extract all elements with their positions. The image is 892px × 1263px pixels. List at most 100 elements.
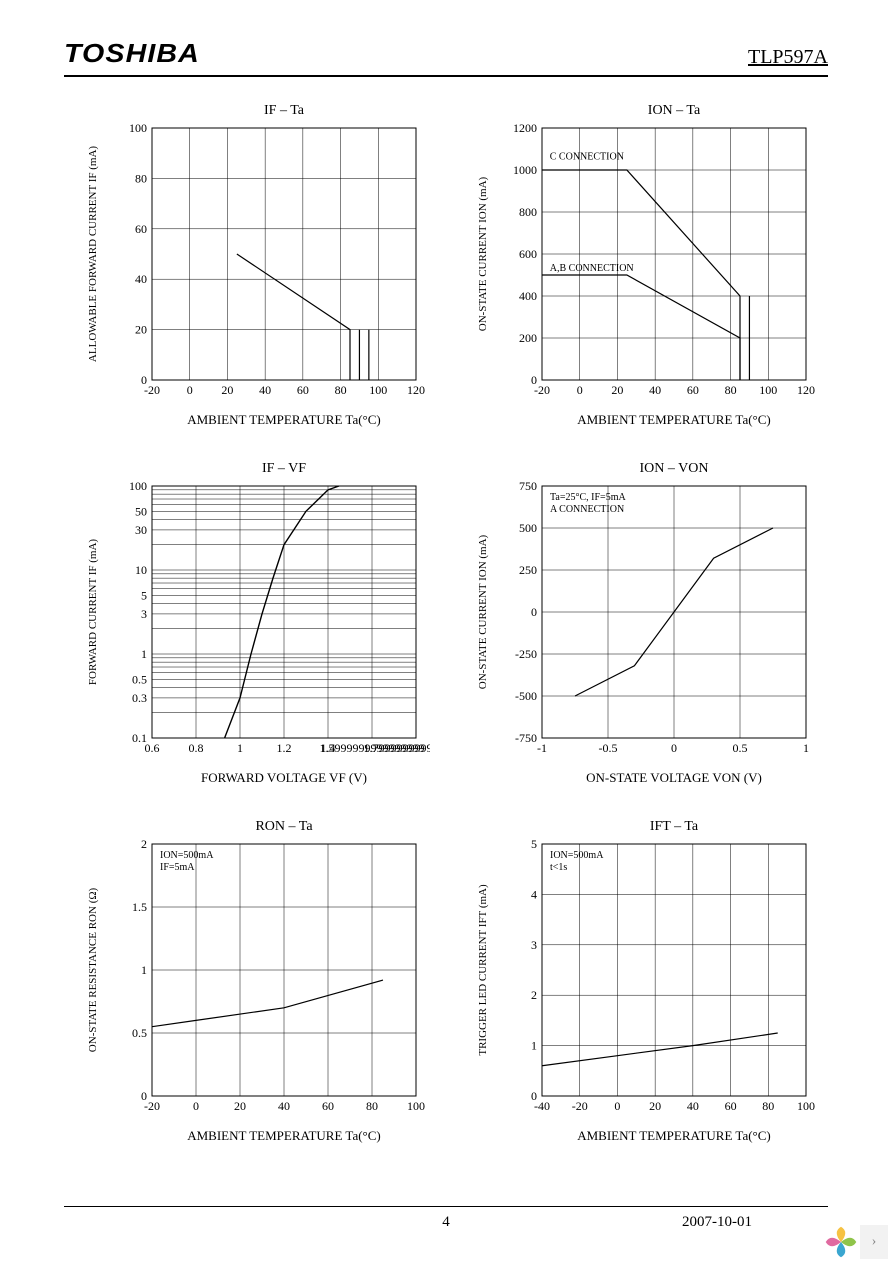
svg-text:1000: 1000 bbox=[513, 163, 537, 177]
svg-text:100: 100 bbox=[759, 383, 777, 397]
svg-text:60: 60 bbox=[322, 1099, 334, 1113]
svg-text:RON – Ta: RON – Ta bbox=[255, 819, 313, 834]
svg-text:40: 40 bbox=[135, 272, 147, 286]
svg-text:0: 0 bbox=[671, 741, 677, 755]
chart-ion-ta: ION – Ta-2002040608010012002004006008001… bbox=[470, 100, 820, 430]
svg-text:-250: -250 bbox=[515, 647, 537, 661]
svg-text:20: 20 bbox=[611, 383, 623, 397]
svg-text:0: 0 bbox=[531, 1089, 537, 1103]
footer-date: 2007-10-01 bbox=[682, 1214, 752, 1231]
svg-text:20: 20 bbox=[234, 1099, 246, 1113]
svg-text:80: 80 bbox=[135, 171, 147, 185]
svg-text:A CONNECTION: A CONNECTION bbox=[550, 504, 624, 515]
svg-text:0: 0 bbox=[577, 383, 583, 397]
svg-text:AMBIENT TEMPERATURE Ta(°C): AMBIENT TEMPERATURE Ta(°C) bbox=[187, 412, 381, 427]
svg-text:1: 1 bbox=[237, 741, 243, 755]
svg-text:t<1s: t<1s bbox=[550, 862, 567, 873]
svg-text:0: 0 bbox=[531, 373, 537, 387]
chart-if-ta: IF – Ta-20020406080100120020406080100AMB… bbox=[80, 100, 430, 430]
svg-text:AMBIENT TEMPERATURE Ta(°C): AMBIENT TEMPERATURE Ta(°C) bbox=[577, 412, 771, 427]
svg-text:1: 1 bbox=[803, 741, 809, 755]
chart-ion-von: ION – VON-1-0.500.51-750-500-25002505007… bbox=[470, 458, 820, 788]
viewer-next-button[interactable]: › bbox=[860, 1225, 888, 1259]
svg-text:5: 5 bbox=[531, 837, 537, 851]
svg-text:100: 100 bbox=[129, 479, 147, 493]
svg-text:IF=5mA: IF=5mA bbox=[160, 862, 195, 873]
part-number: TLP597A bbox=[748, 46, 828, 69]
svg-text:750: 750 bbox=[519, 479, 537, 493]
svg-text:ION=500mA: ION=500mA bbox=[160, 850, 214, 861]
svg-text:20: 20 bbox=[135, 323, 147, 337]
svg-text:100: 100 bbox=[797, 1099, 815, 1113]
svg-text:400: 400 bbox=[519, 289, 537, 303]
svg-text:Ta=25°C, IF=5mA: Ta=25°C, IF=5mA bbox=[550, 492, 626, 503]
svg-text:0: 0 bbox=[614, 1099, 620, 1113]
svg-text:80: 80 bbox=[366, 1099, 378, 1113]
svg-text:40: 40 bbox=[278, 1099, 290, 1113]
svg-text:IF – VF: IF – VF bbox=[262, 461, 306, 476]
svg-text:-0.5: -0.5 bbox=[599, 741, 618, 755]
svg-text:-20: -20 bbox=[572, 1099, 588, 1113]
svg-text:-500: -500 bbox=[515, 689, 537, 703]
svg-text:IF – Ta: IF – Ta bbox=[264, 103, 305, 118]
svg-text:4: 4 bbox=[531, 887, 537, 901]
svg-text:3: 3 bbox=[531, 938, 537, 952]
viewer-logo-icon bbox=[824, 1225, 858, 1259]
svg-text:0: 0 bbox=[141, 1089, 147, 1103]
svg-text:2: 2 bbox=[531, 988, 537, 1002]
chart-if-vf: IF – VF0.60.811.21.41.59999999999999991.… bbox=[80, 458, 430, 788]
svg-text:0.8: 0.8 bbox=[189, 741, 204, 755]
svg-text:AMBIENT TEMPERATURE Ta(°C): AMBIENT TEMPERATURE Ta(°C) bbox=[187, 1128, 381, 1143]
svg-text:120: 120 bbox=[407, 383, 425, 397]
svg-text:A,B CONNECTION: A,B CONNECTION bbox=[550, 263, 634, 274]
svg-text:1.2: 1.2 bbox=[277, 741, 292, 755]
brand-logo: TOSHIBA bbox=[64, 38, 200, 69]
svg-text:0.5: 0.5 bbox=[132, 1026, 147, 1040]
svg-text:ON-STATE CURRENT ION (mA): ON-STATE CURRENT ION (mA) bbox=[477, 534, 489, 689]
svg-text:250: 250 bbox=[519, 563, 537, 577]
svg-text:60: 60 bbox=[297, 383, 309, 397]
svg-text:1200: 1200 bbox=[513, 121, 537, 135]
svg-text:80: 80 bbox=[762, 1099, 774, 1113]
viewer-corner-widget: › bbox=[824, 1225, 888, 1259]
svg-text:50: 50 bbox=[135, 504, 147, 518]
svg-text:40: 40 bbox=[259, 383, 271, 397]
svg-text:-1: -1 bbox=[537, 741, 547, 755]
svg-text:ON-STATE VOLTAGE VON (V): ON-STATE VOLTAGE VON (V) bbox=[586, 770, 762, 785]
svg-text:40: 40 bbox=[687, 1099, 699, 1113]
svg-text:0: 0 bbox=[193, 1099, 199, 1113]
chart-ift-ta: IFT – Ta-40-20020406080100012345ION=500m… bbox=[470, 816, 820, 1146]
svg-text:5: 5 bbox=[141, 588, 147, 602]
svg-text:10: 10 bbox=[135, 563, 147, 577]
charts-grid: IF – Ta-20020406080100120020406080100AMB… bbox=[80, 100, 820, 1174]
svg-text:FORWARD CURRENT IF (mA): FORWARD CURRENT IF (mA) bbox=[87, 539, 99, 686]
svg-text:600: 600 bbox=[519, 247, 537, 261]
svg-text:AMBIENT TEMPERATURE Ta(°C): AMBIENT TEMPERATURE Ta(°C) bbox=[577, 1128, 771, 1143]
svg-text:ON-STATE CURRENT ION (mA): ON-STATE CURRENT ION (mA) bbox=[477, 176, 489, 331]
svg-text:0: 0 bbox=[141, 373, 147, 387]
svg-text:120: 120 bbox=[797, 383, 815, 397]
svg-text:0.5: 0.5 bbox=[132, 672, 147, 686]
svg-text:100: 100 bbox=[129, 121, 147, 135]
svg-text:2: 2 bbox=[141, 837, 147, 851]
svg-text:FORWARD VOLTAGE VF (V): FORWARD VOLTAGE VF (V) bbox=[201, 770, 367, 785]
svg-text:60: 60 bbox=[687, 383, 699, 397]
svg-text:30: 30 bbox=[135, 523, 147, 537]
svg-text:3: 3 bbox=[141, 607, 147, 621]
svg-text:1.7999999999999998: 1.7999999999999998 bbox=[364, 741, 431, 755]
svg-text:0.1: 0.1 bbox=[132, 731, 147, 745]
svg-text:1: 1 bbox=[531, 1039, 537, 1053]
chart-ron-ta: RON – Ta-2002040608010000.511.52ION=500m… bbox=[80, 816, 430, 1146]
svg-text:1: 1 bbox=[141, 963, 147, 977]
svg-text:ION=500mA: ION=500mA bbox=[550, 850, 604, 861]
svg-text:0: 0 bbox=[187, 383, 193, 397]
svg-text:40: 40 bbox=[649, 383, 661, 397]
page-header: TOSHIBA TLP597A bbox=[64, 38, 828, 77]
svg-text:IFT – Ta: IFT – Ta bbox=[650, 819, 699, 834]
svg-text:0: 0 bbox=[531, 605, 537, 619]
svg-text:20: 20 bbox=[649, 1099, 661, 1113]
svg-text:TRIGGER LED CURRENT IFT (mA): TRIGGER LED CURRENT IFT (mA) bbox=[477, 884, 489, 1056]
page-number: 4 bbox=[0, 1214, 892, 1231]
svg-text:1.5: 1.5 bbox=[132, 900, 147, 914]
svg-text:ION – Ta: ION – Ta bbox=[648, 103, 701, 118]
